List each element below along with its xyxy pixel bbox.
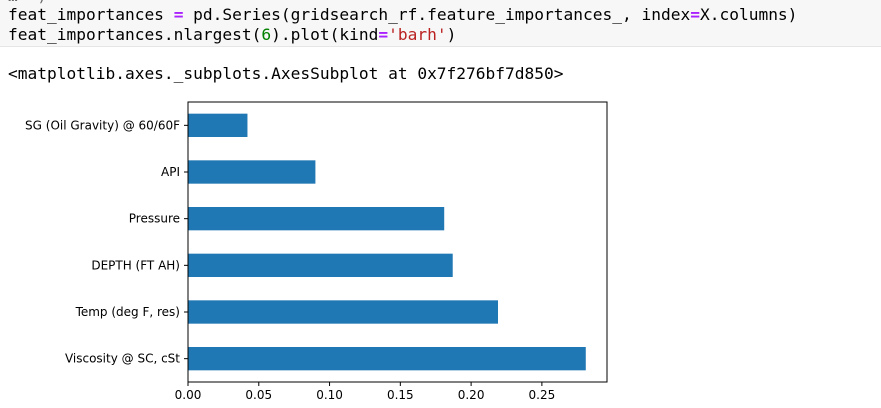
code-token: feat_importances.nlargest( — [8, 25, 262, 44]
bar — [188, 160, 316, 184]
bar — [188, 347, 586, 371]
bar — [188, 300, 499, 324]
code-token: X.columns) — [699, 5, 798, 24]
bar — [188, 113, 248, 137]
code-line-1: feat_importances = pd.Series(gridsearch_… — [8, 5, 797, 25]
y-tick-label: Temp (deg F, res) — [75, 305, 180, 319]
code-line-2: feat_importances.nlargest(6).plot(kind='… — [8, 25, 456, 45]
x-tick-label: 0.00 — [175, 388, 202, 402]
x-tick-label: 0.05 — [245, 388, 272, 402]
code-operator: = — [378, 25, 389, 44]
bar — [188, 253, 453, 277]
y-tick-label: DEPTH (FT AH) — [91, 258, 180, 272]
cell-output-text: <matplotlib.axes._subplots.AxesSubplot a… — [8, 64, 564, 83]
x-tick-label: 0.15 — [387, 388, 414, 402]
y-tick-label: Viscosity @ SC, cSt — [65, 352, 180, 366]
code-token: pd.Series(gridsearch_rf.feature_importan… — [183, 5, 691, 24]
plot-frame — [187, 101, 608, 383]
x-tick-label: 0.20 — [458, 388, 485, 402]
code-token: feat_importances — [8, 5, 174, 24]
code-operator: = — [173, 5, 184, 24]
code-number: 6 — [261, 25, 272, 44]
y-tick-label: API — [161, 165, 180, 179]
y-tick-label: Pressure — [129, 212, 180, 226]
x-tick-label: 0.10 — [316, 388, 343, 402]
x-tick-label: 0.25 — [529, 388, 556, 402]
bar — [188, 207, 445, 231]
code-token: ) — [446, 25, 457, 44]
code-cell[interactable]: … ) feat_importances = pd.Series(gridsea… — [0, 0, 881, 47]
code-token: ).plot(kind — [271, 25, 379, 44]
code-operator: = — [690, 5, 700, 24]
code-string: 'barh' — [388, 25, 447, 44]
code-line-partial: … ) — [8, 0, 47, 6]
y-tick-label: SG (Oil Gravity) @ 60/60F — [25, 118, 180, 132]
